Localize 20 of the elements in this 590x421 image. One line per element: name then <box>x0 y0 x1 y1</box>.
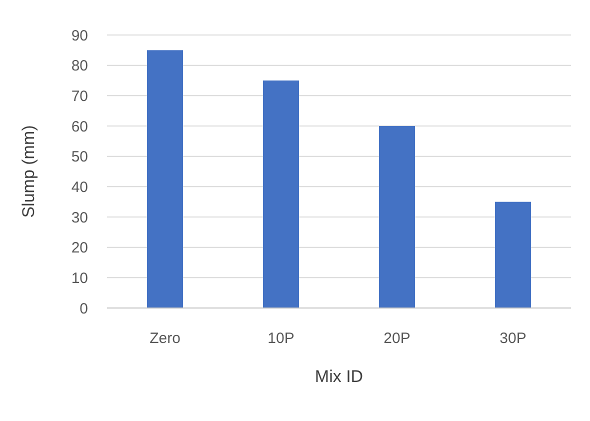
x-tick-label: 30P <box>500 330 526 347</box>
bar <box>379 126 415 308</box>
y-tick-label: 10 <box>71 270 88 287</box>
y-tick-label: 40 <box>71 178 88 196</box>
bar <box>495 202 531 308</box>
x-tick-label: 10P <box>268 330 294 347</box>
bar <box>263 80 299 308</box>
bar <box>147 50 183 308</box>
x-axis-title: Mix ID <box>314 367 364 386</box>
y-tick-label: 0 <box>80 300 88 318</box>
y-tick-label: 50 <box>71 148 88 166</box>
y-tick-label: 90 <box>71 27 88 44</box>
y-tick-label: 60 <box>71 118 88 136</box>
y-tick-label: 80 <box>71 58 88 75</box>
x-tick-label: Zero <box>150 330 180 347</box>
y-axis-title: Slump (mm) <box>19 125 38 218</box>
y-tick-label: 20 <box>71 240 88 257</box>
x-tick-label: 20P <box>384 330 410 347</box>
y-tick-label: 70 <box>71 88 88 105</box>
y-tick-label: 30 <box>71 209 88 226</box>
